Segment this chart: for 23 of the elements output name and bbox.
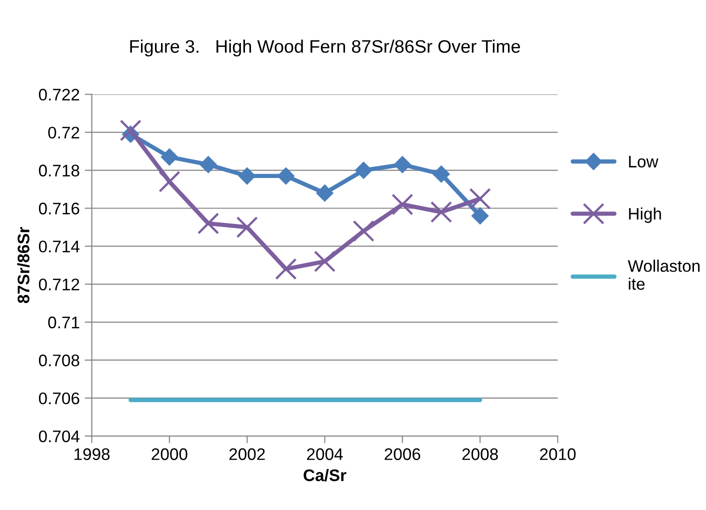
y-tick-label: 0.722	[38, 88, 80, 101]
y-tick-label: 0.716	[38, 202, 80, 214]
y-tick-label: 0.712	[38, 278, 80, 290]
x-tick-label: 2006	[384, 448, 420, 460]
y-tick-label: 0.714	[38, 240, 80, 252]
y-tick-label: 0.704	[38, 430, 80, 442]
y-tick-label: 0.718	[38, 164, 80, 176]
x-tick-label: 2002	[229, 448, 265, 460]
x-tick-label: 2000	[152, 448, 188, 460]
legend-label: High	[629, 207, 661, 223]
chart-title: Figure 3. High Wood Fern 87Sr/86Sr Over Time	[130, 40, 520, 56]
y-tick-label: 0.706	[38, 392, 80, 404]
legend-label: Wollaston ite	[628, 260, 700, 290]
x-tick-label: 2010	[540, 448, 576, 460]
x-tick-label: 2004	[307, 448, 343, 460]
y-tick-label: 0.708	[38, 354, 80, 366]
legend-label: Low	[629, 156, 658, 168]
y-tick-label: 0.71	[48, 316, 80, 328]
x-tick-label: 1998	[74, 448, 110, 460]
y-tick-label: 0.72	[48, 126, 80, 139]
x-tick-label: 2008	[462, 448, 498, 460]
y-axis-title: 87Sr/86Sr	[17, 226, 30, 304]
x-axis-title: Ca/Sr	[304, 468, 346, 482]
